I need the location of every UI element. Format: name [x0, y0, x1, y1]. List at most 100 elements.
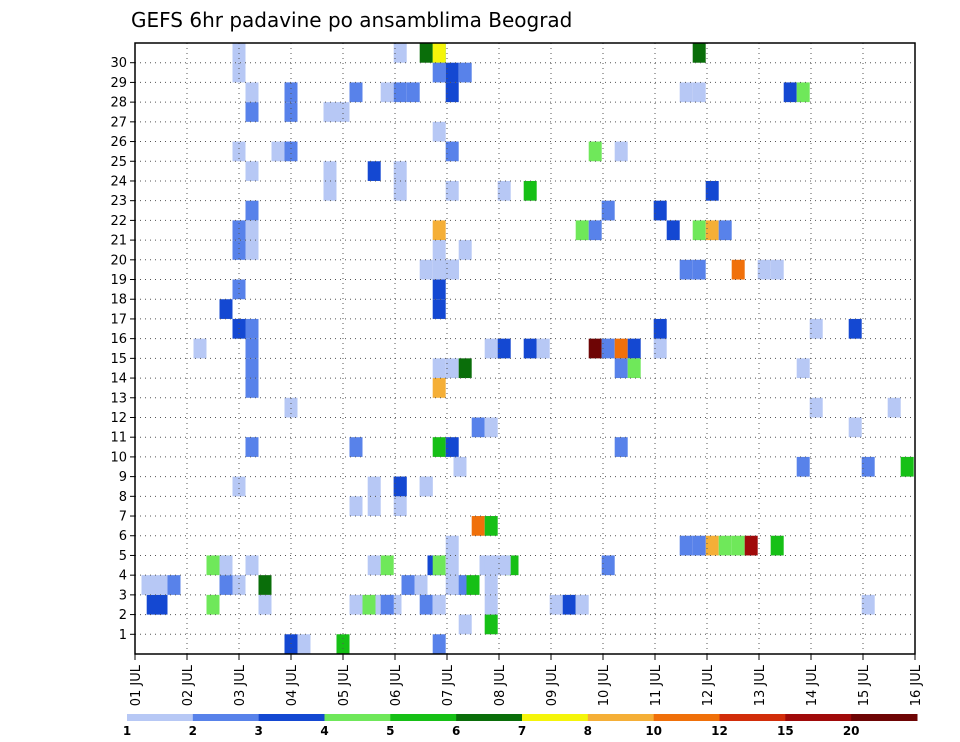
x-tick-label: 11 JUL — [649, 664, 664, 706]
data-cell — [653, 318, 667, 339]
data-cell — [432, 358, 446, 379]
data-cell — [809, 318, 823, 339]
data-cell — [614, 338, 628, 359]
y-tick-label: 15 — [110, 352, 127, 367]
data-cell — [861, 456, 875, 477]
colorbar-segment — [456, 714, 523, 721]
colorbar-segment — [522, 714, 589, 721]
data-cell — [245, 161, 259, 181]
data-cell — [601, 555, 615, 576]
data-cell — [232, 575, 246, 595]
x-tick-label: 07 JUL — [441, 664, 456, 706]
data-cell — [692, 82, 706, 103]
data-cell — [601, 338, 615, 359]
y-axis: 1234567891011121314151617181920212223242… — [110, 56, 135, 643]
y-tick-label: 30 — [110, 56, 127, 71]
data-cell — [458, 614, 472, 635]
colorbar-label: 8 — [584, 724, 592, 738]
x-tick-label: 10 JUL — [597, 664, 612, 706]
data-cell — [432, 279, 446, 300]
data-cell — [458, 62, 472, 83]
plot-frame — [134, 42, 916, 655]
data-cell — [458, 240, 472, 260]
data-cell — [323, 180, 337, 201]
colorbar-segment — [127, 714, 194, 721]
x-tick-label: 02 JUL — [181, 664, 196, 706]
data-cell — [393, 43, 407, 63]
data-cell — [367, 161, 381, 181]
colorbar-label: 10 — [645, 724, 662, 738]
data-cell — [245, 318, 259, 339]
data-cell — [154, 594, 168, 615]
data-cell — [414, 575, 428, 595]
data-cell — [445, 358, 459, 379]
data-cell — [349, 82, 363, 103]
data-cell — [497, 555, 511, 576]
data-cell — [141, 575, 155, 595]
colorbar-segment — [851, 714, 918, 721]
data-cell — [323, 161, 337, 181]
data-cell — [284, 141, 298, 162]
data-cell — [432, 378, 446, 398]
data-cell — [232, 43, 246, 63]
data-cell — [284, 82, 298, 103]
data-cell — [497, 180, 511, 201]
data-cell — [458, 358, 472, 379]
data-cell — [393, 180, 407, 201]
data-cell — [614, 437, 628, 457]
x-tick-label: 03 JUL — [233, 664, 248, 706]
data-cell — [809, 397, 823, 418]
data-cell — [245, 437, 259, 457]
data-cell — [666, 220, 680, 241]
data-cell — [536, 338, 550, 359]
data-cell — [757, 259, 771, 280]
data-cell — [219, 575, 233, 595]
x-tick-label: 01 JUL — [129, 664, 144, 706]
data-cell — [484, 555, 498, 576]
data-cell — [245, 220, 259, 241]
data-cell — [432, 62, 446, 83]
data-cell — [466, 575, 480, 595]
data-cell — [406, 82, 420, 103]
colorbar-label: 2 — [189, 724, 197, 738]
y-tick-label: 16 — [110, 332, 127, 347]
data-cell — [349, 496, 363, 517]
data-cell — [245, 378, 259, 398]
data-cell — [245, 200, 259, 221]
data-cell — [523, 338, 537, 359]
colorbar-label: 1 — [123, 724, 131, 738]
data-cell — [575, 220, 589, 241]
data-cell — [232, 279, 246, 300]
data-cell — [393, 82, 407, 103]
data-cell — [219, 299, 233, 319]
data-cell — [848, 417, 862, 438]
data-cell — [245, 82, 259, 103]
data-cell — [245, 240, 259, 260]
data-cell — [349, 594, 363, 615]
data-cell — [380, 82, 394, 103]
data-cell — [445, 141, 459, 162]
data-cell — [549, 594, 563, 615]
x-tick-label: 06 JUL — [389, 664, 404, 706]
colorbar-label: 15 — [777, 724, 794, 738]
data-cell — [245, 102, 259, 122]
data-cells — [141, 43, 914, 654]
colorbar: 1 2 3 4 5 6 7 8 10 12 15 20 — [123, 714, 918, 738]
x-tick-label: 08 JUL — [493, 664, 508, 706]
data-cell — [362, 594, 376, 615]
data-cell — [323, 102, 337, 122]
x-tick-label: 13 JUL — [753, 664, 768, 706]
colorbar-label: 12 — [711, 724, 728, 738]
y-tick-label: 5 — [119, 549, 127, 564]
y-tick-label: 25 — [110, 155, 127, 170]
data-cell — [206, 555, 220, 576]
data-cell — [401, 575, 415, 595]
data-cell — [588, 220, 602, 241]
data-cell — [219, 555, 233, 576]
data-cell — [627, 358, 641, 379]
data-cell — [575, 594, 589, 615]
y-tick-label: 19 — [110, 273, 127, 288]
data-cell — [445, 575, 459, 595]
colorbar-label: 3 — [254, 724, 262, 738]
